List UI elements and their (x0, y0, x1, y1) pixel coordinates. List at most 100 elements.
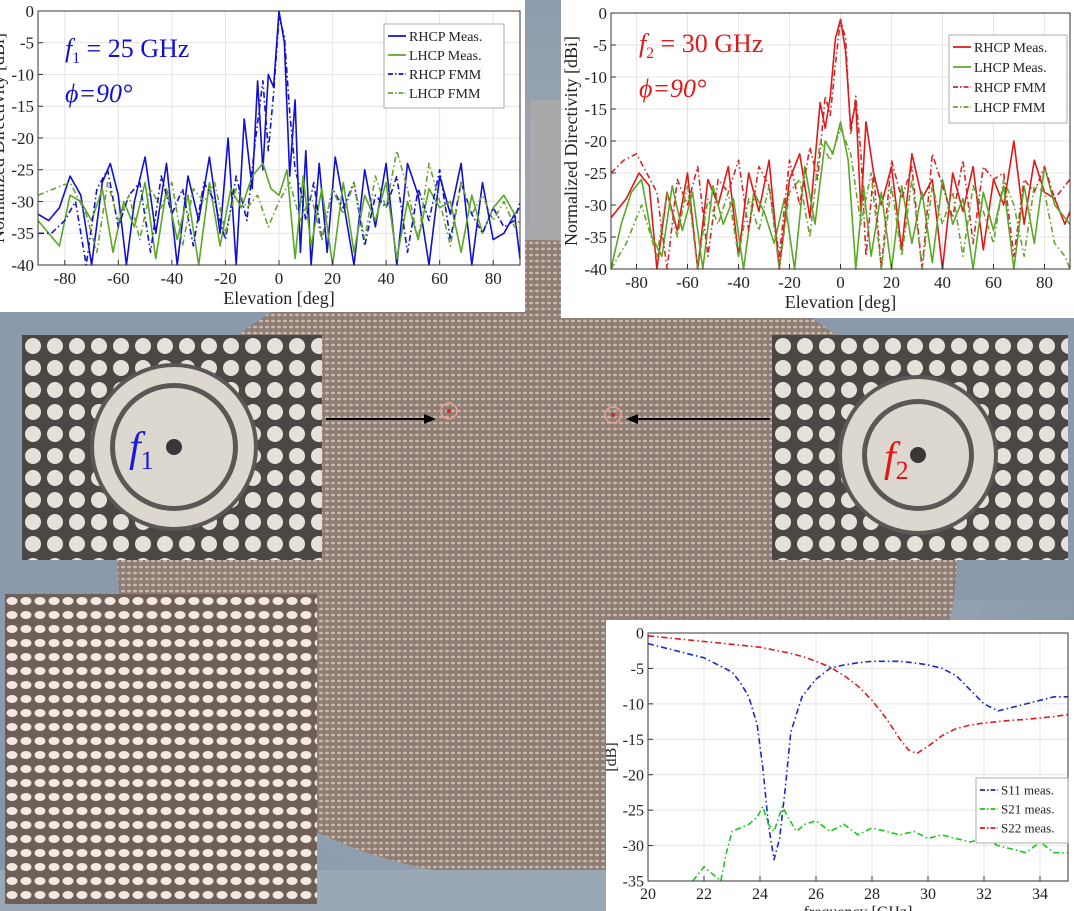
legend-label: LHCP FMM (409, 87, 481, 102)
y-tick-label: -5 (20, 34, 34, 53)
x-tick-label: 0 (275, 269, 284, 288)
x-tick-label: 0 (836, 273, 845, 292)
y-tick-label: -35 (11, 224, 34, 243)
x-tick-label: -80 (625, 273, 648, 292)
y-tick-label: -10 (11, 65, 34, 84)
sparam-chart: 20 22 24 26 28 30 32 34 0 -5 -10 -15 -20 -25 -30 -35 fre… (606, 626, 1069, 911)
x-tick-label: 30 (920, 886, 936, 903)
series-line-rhcp-fmm (38, 16, 521, 266)
x-tick-label: 80 (485, 269, 502, 288)
x-tick-label: 24 (752, 886, 768, 903)
legend-label: RHCP Meas. (409, 30, 482, 45)
y-tick-label: 0 (636, 626, 644, 643)
chart-panel-f1: -80 -60 -40 -20 0 20 40 60 80 0 -5 -10 -15 -20 -25 -30 -… (0, 0, 525, 312)
pattern-chart-f2: -80 -60 -40 -20 0 20 40 60 80 0 -5 -10 -15 -20 -25 -30 -… (561, 4, 1071, 312)
x-tick-label: 80 (1036, 273, 1053, 292)
feed-point-f1 (440, 402, 458, 420)
x-tick-label: 34 (1032, 886, 1048, 903)
y-tick-label: -30 (11, 192, 34, 211)
plot-frame (647, 632, 1069, 882)
y-tick-label: -15 (584, 100, 607, 119)
x-tick-label: 40 (378, 269, 395, 288)
x-tick-label: 20 (640, 886, 656, 903)
y-tick-label: -40 (584, 260, 607, 279)
legend-label: LHCP Meas. (974, 61, 1047, 76)
y-tick-label: -5 (631, 661, 644, 678)
y-tick-label: -35 (584, 228, 607, 247)
y-axis-label: Normalized Directivity [dBi] (561, 36, 581, 246)
legend-label: RHCP Meas. (974, 41, 1047, 56)
x-axis-label: frequency [GHz] (804, 904, 913, 911)
y-tick-label: -30 (623, 838, 644, 855)
legend-label: S22 meas. (1001, 821, 1054, 836)
x-tick-label: 22 (696, 886, 712, 903)
x-tick-label: 60 (431, 269, 448, 288)
y-tick-label: 0 (26, 2, 35, 21)
series-line-lhcp-fmm (37, 149, 521, 254)
arrow-right-head (626, 414, 638, 424)
chart-panel-sparams: 20 22 24 26 28 30 32 34 0 -5 -10 -15 -20 -25 -30 -35 fre… (606, 620, 1074, 911)
y-tick-label: -15 (11, 97, 34, 116)
y-tick-label: -20 (11, 129, 34, 148)
y-tick-label: -25 (11, 161, 34, 180)
series-line-rhcp-fmm (610, 18, 1071, 270)
y-tick-label: -20 (623, 767, 644, 784)
y-tick-label: 0 (599, 4, 608, 23)
y-tick-label: -35 (623, 874, 644, 891)
x-axis-label: Elevation [deg] (785, 292, 896, 312)
legend-box (948, 34, 1068, 124)
x-tick-label: -60 (107, 269, 130, 288)
x-tick-label: -20 (778, 273, 801, 292)
y-axis-label: Normalized Directivity [dBi] (0, 33, 8, 243)
pattern-chart-f1: -80 -60 -40 -20 0 20 40 60 80 0 -5 -10 -15 -20 -25 -30 -… (0, 2, 521, 308)
series-line-lhcp-meas- (610, 121, 1071, 270)
legend-label: RHCP FMM (974, 81, 1047, 96)
y-tick-label: -30 (584, 196, 607, 215)
legend-label: LHCP Meas. (409, 49, 482, 64)
y-tick-label: -10 (623, 696, 644, 713)
x-tick-label: 32 (976, 886, 992, 903)
legend-label: S21 meas. (1001, 802, 1054, 817)
legend-label: S11 meas. (1001, 783, 1054, 798)
arrow-left-head (424, 414, 436, 424)
y-tick-label: -40 (11, 256, 34, 275)
x-axis-label: Elevation [deg] (223, 288, 334, 308)
y-axis-label: [dB] (606, 742, 620, 771)
y-tick-label: -20 (584, 132, 607, 151)
x-tick-label: 60 (985, 273, 1002, 292)
x-tick-label: -80 (53, 269, 76, 288)
phi-annotation: ϕ=90° (65, 79, 132, 108)
inset-photo-f2: f2 (772, 335, 1068, 560)
x-tick-label: -20 (214, 269, 237, 288)
y-tick-label: -10 (584, 68, 607, 87)
inset-photo-surface (5, 594, 317, 904)
y-tick-label: -25 (623, 803, 644, 820)
series-line-rhcp-meas- (610, 18, 1071, 270)
y-tick-label: -5 (593, 36, 607, 55)
series-line-s21-meas- (692, 805, 1068, 882)
legend-box (975, 777, 1069, 844)
y-tick-label: -25 (584, 164, 607, 183)
frequency-annotation: f2 = 30 GHz (639, 29, 763, 62)
x-tick-label: 20 (883, 273, 900, 292)
x-tick-label: 26 (808, 886, 824, 903)
series-line-s11-meas- (647, 642, 1068, 861)
inset-photo-f1: f1 (22, 335, 322, 560)
series-line-s22-meas- (647, 635, 1069, 755)
feed-point-f2 (604, 406, 622, 424)
frequency-annotation: f1 = 25 GHz (65, 34, 189, 67)
legend-box (383, 23, 505, 109)
y-tick-label: -15 (623, 732, 644, 749)
phi-annotation: ϕ=90° (639, 74, 706, 103)
x-tick-label: 28 (864, 886, 880, 903)
x-tick-label: 20 (324, 269, 341, 288)
x-tick-label: -40 (727, 273, 750, 292)
x-tick-label: -40 (161, 269, 184, 288)
x-tick-label: -60 (676, 273, 699, 292)
chart-panel-f2: -80 -60 -40 -20 0 20 40 60 80 0 -5 -10 -15 -20 -25 -30 -… (561, 0, 1074, 318)
series-line-lhcp-fmm (610, 127, 1071, 270)
legend-label: RHCP FMM (409, 68, 482, 83)
x-tick-label: 40 (934, 273, 951, 292)
